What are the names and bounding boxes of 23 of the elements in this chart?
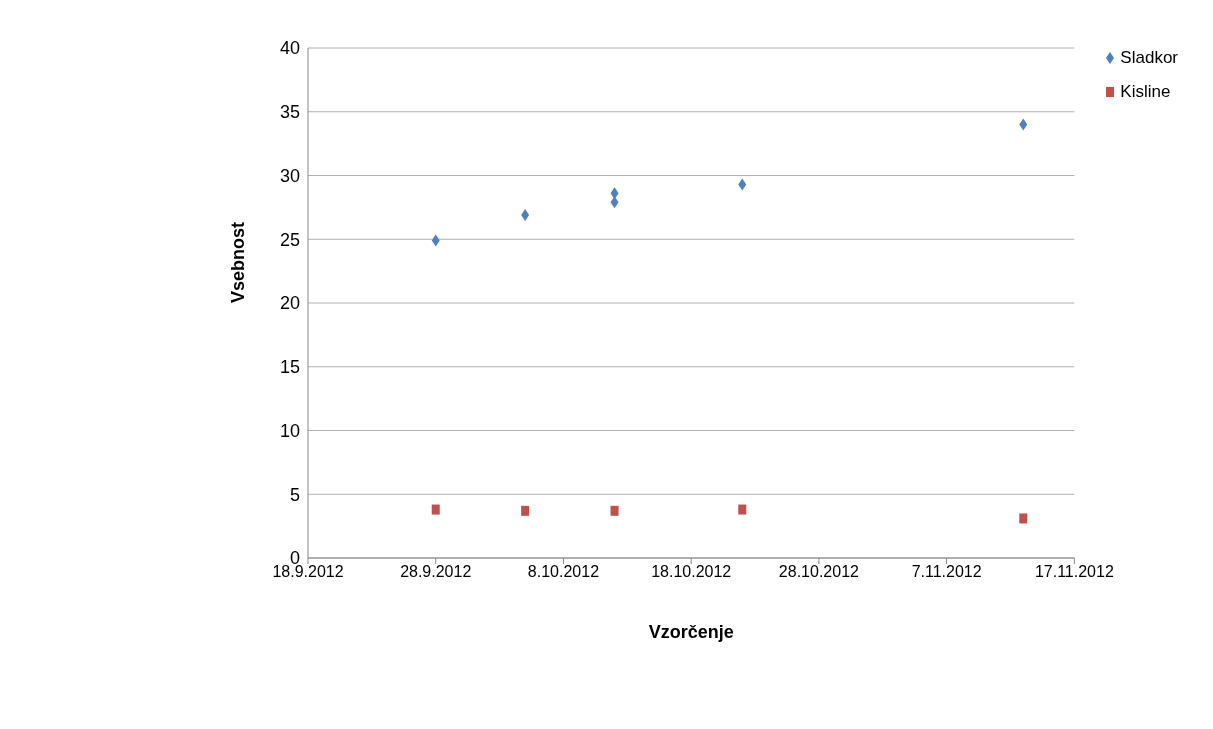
legend-label: Sladkor bbox=[1120, 48, 1178, 68]
x-tick-label: 17.11.2012 bbox=[1034, 563, 1114, 581]
point bbox=[431, 504, 440, 515]
y-tick-label: 5 bbox=[289, 484, 300, 505]
x-axis-title: Vzorčenje bbox=[648, 622, 734, 642]
x-tick-label: 28.10.2012 bbox=[778, 563, 860, 581]
y-tick-label: 25 bbox=[279, 229, 300, 250]
point bbox=[738, 504, 747, 515]
x-tick-label: 7.11.2012 bbox=[911, 563, 982, 581]
point bbox=[610, 505, 619, 516]
y-tick-label: 40 bbox=[279, 38, 300, 59]
y-tick-label: 10 bbox=[279, 420, 300, 441]
x-tick-label: 18.10.2012 bbox=[651, 563, 732, 581]
y-tick-label: 20 bbox=[279, 293, 300, 314]
y-tick-label: 35 bbox=[279, 102, 300, 123]
y-tick-label: 30 bbox=[279, 165, 300, 186]
y-tick-label: 15 bbox=[279, 357, 300, 378]
point bbox=[1019, 513, 1028, 524]
legend-label: Kisline bbox=[1120, 82, 1171, 102]
x-tick-label: 28.9.2012 bbox=[400, 563, 472, 581]
x-tick-label: 8.10.2012 bbox=[527, 563, 600, 581]
point bbox=[521, 505, 530, 516]
y-axis-title: Vsebnost bbox=[228, 221, 249, 303]
